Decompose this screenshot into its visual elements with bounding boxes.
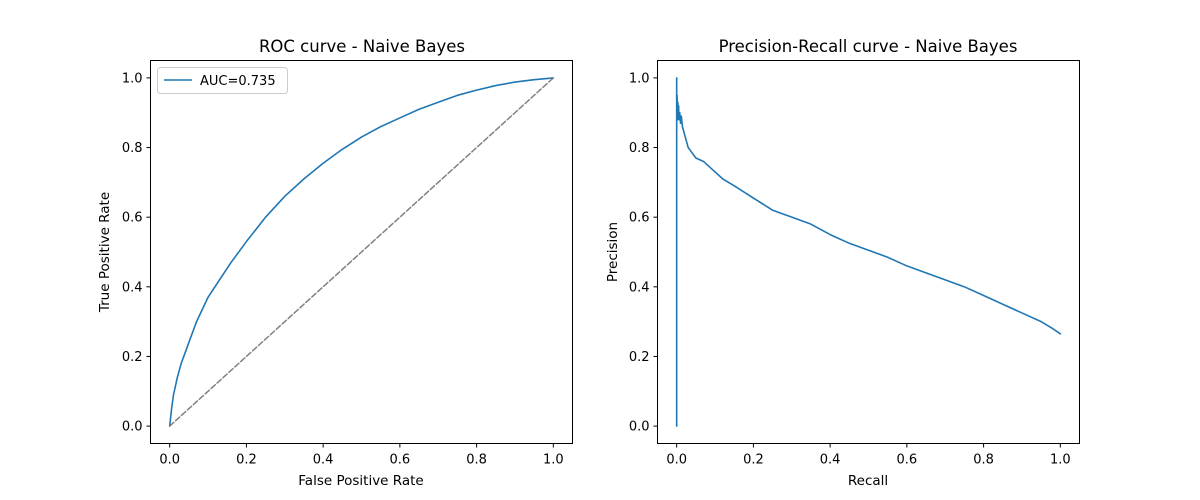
pr-chart-title: Precision-Recall curve - Naive Bayes <box>719 37 1018 56</box>
roc-x-tick-label: 0.0 <box>159 453 180 468</box>
roc-legend-label: AUC=0.735 <box>200 74 276 89</box>
pr-x-tick-label: 0.6 <box>897 453 918 468</box>
roc-series-line-1 <box>168 77 555 427</box>
roc-y-tick-label: 0.6 <box>122 211 143 226</box>
roc-plot-area <box>150 60 573 444</box>
roc-y-tick-label: 1.0 <box>122 71 143 86</box>
roc-x-tick-label: 0.8 <box>466 453 487 468</box>
roc-chart: ROC curve - Naive Bayes 0.0 0.2 0.4 0.6 0.8 1… <box>97 37 573 489</box>
pr-axes-frame <box>657 60 1080 444</box>
roc-y-tick-label: 0.4 <box>122 280 143 295</box>
pr-series-layer <box>675 77 1062 427</box>
pr-chart: Precision-Recall curve - Naive Bayes 0.0… <box>605 37 1080 489</box>
roc-legend-box <box>157 67 288 94</box>
roc-y-tick-label: 0.2 <box>122 350 143 365</box>
pr-x-tick-label: 0.2 <box>743 453 764 468</box>
roc-y-tick-label: 0.8 <box>122 141 143 156</box>
roc-x-axis-label: False Positive Rate <box>298 473 423 489</box>
pr-x-axis-label: Recall <box>848 473 888 489</box>
pr-y-tick-label: 0.6 <box>629 211 650 226</box>
pr-y-tick-label: 0.4 <box>629 280 650 295</box>
pr-y-tick-label: 1.0 <box>629 71 650 86</box>
pr-y-tick-label: 0.2 <box>629 350 650 365</box>
roc-x-tick-label: 1.0 <box>543 453 564 468</box>
roc-x-tick-label: 0.4 <box>313 453 334 468</box>
roc-chart-title: ROC curve - Naive Bayes <box>259 37 465 56</box>
pr-y-tick-label: 0.0 <box>629 420 650 435</box>
roc-axes-frame <box>150 60 573 444</box>
roc-series-line-0 <box>168 77 555 427</box>
roc-y-axis-label: True Positive Rate <box>97 192 113 313</box>
roc-x-tick-label: 0.2 <box>236 453 257 468</box>
pr-y-tick-label: 0.8 <box>629 141 650 156</box>
pr-y-axis-label: Precision <box>605 222 621 282</box>
pr-x-tick-label: 1.0 <box>1050 453 1071 468</box>
pr-plot-area <box>657 60 1080 444</box>
roc-y-tick-label: 0.0 <box>122 420 143 435</box>
pr-x-tick-label: 0.8 <box>973 453 994 468</box>
roc-legend: AUC=0.735 <box>157 67 288 94</box>
pr-series-line-0 <box>675 77 1062 427</box>
roc-y-ticks: 0.0 0.2 0.4 0.6 0.8 1.0 <box>122 71 151 435</box>
pr-y-ticks: 0.0 0.2 0.4 0.6 0.8 1.0 <box>629 71 658 435</box>
pr-x-ticks: 0.0 0.2 0.4 0.6 0.8 1.0 <box>666 443 1071 468</box>
pr-x-tick-label: 0.4 <box>820 453 841 468</box>
roc-x-tick-label: 0.6 <box>390 453 411 468</box>
pr-x-tick-label: 0.0 <box>666 453 687 468</box>
roc-x-ticks: 0.0 0.2 0.4 0.6 0.8 1.0 <box>159 443 564 468</box>
roc-series-layer <box>168 77 555 427</box>
